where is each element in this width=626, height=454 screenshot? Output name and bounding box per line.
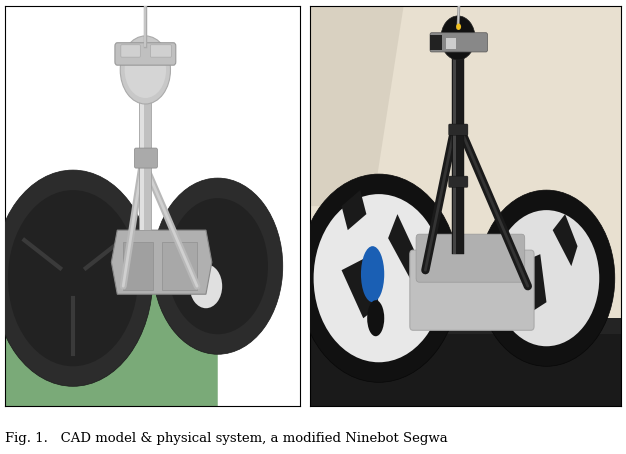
Polygon shape bbox=[521, 254, 546, 310]
Circle shape bbox=[494, 210, 599, 346]
Polygon shape bbox=[342, 254, 379, 318]
Bar bbox=[140, 78, 144, 230]
FancyBboxPatch shape bbox=[115, 43, 176, 65]
Circle shape bbox=[190, 264, 222, 308]
Text: Fig. 1.   CAD model & physical system, a modified Ninebot Segwa: Fig. 1. CAD model & physical system, a m… bbox=[5, 432, 448, 445]
Circle shape bbox=[456, 24, 461, 30]
Circle shape bbox=[441, 16, 475, 60]
FancyBboxPatch shape bbox=[123, 242, 153, 290]
FancyBboxPatch shape bbox=[430, 33, 488, 52]
Polygon shape bbox=[553, 214, 578, 266]
Bar bbox=[140, 78, 151, 230]
Polygon shape bbox=[388, 214, 416, 278]
Bar bbox=[446, 38, 456, 49]
Polygon shape bbox=[111, 230, 212, 294]
Bar bbox=[430, 35, 443, 50]
Circle shape bbox=[314, 194, 444, 362]
Circle shape bbox=[120, 36, 170, 104]
FancyBboxPatch shape bbox=[416, 234, 525, 282]
Circle shape bbox=[168, 198, 268, 334]
Circle shape bbox=[153, 178, 283, 354]
FancyBboxPatch shape bbox=[121, 45, 140, 57]
Polygon shape bbox=[5, 286, 218, 406]
Bar bbox=[310, 318, 621, 334]
Circle shape bbox=[125, 42, 166, 98]
FancyBboxPatch shape bbox=[162, 242, 197, 290]
Ellipse shape bbox=[367, 300, 384, 336]
FancyBboxPatch shape bbox=[410, 250, 534, 330]
Circle shape bbox=[0, 170, 153, 386]
FancyBboxPatch shape bbox=[135, 148, 158, 168]
Circle shape bbox=[8, 190, 138, 366]
FancyBboxPatch shape bbox=[449, 124, 468, 135]
Circle shape bbox=[478, 190, 615, 366]
FancyBboxPatch shape bbox=[449, 176, 468, 188]
Bar bbox=[453, 42, 456, 254]
FancyBboxPatch shape bbox=[150, 45, 172, 57]
Bar bbox=[310, 326, 621, 406]
Polygon shape bbox=[342, 190, 366, 230]
Bar bbox=[452, 42, 464, 254]
Polygon shape bbox=[310, 6, 404, 206]
Circle shape bbox=[298, 174, 459, 382]
Ellipse shape bbox=[361, 246, 384, 302]
